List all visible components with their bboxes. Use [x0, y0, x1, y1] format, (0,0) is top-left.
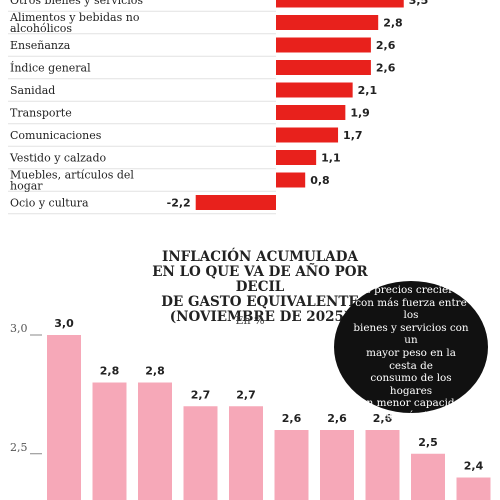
decile-value-label: 2,8 — [145, 365, 165, 378]
y-tick-label: 3,0 — [10, 322, 28, 335]
title-line-1: INFLACIÓN ACUMULADA — [162, 249, 358, 265]
category-bar — [195, 195, 276, 210]
category-label-line: hogar — [10, 180, 43, 193]
decile-bar — [229, 406, 263, 500]
decile-value-label: 2,6 — [282, 412, 302, 425]
category-label: Transporte — [10, 107, 72, 120]
decile-bar — [365, 430, 400, 500]
bar-value-label: -2,2 — [167, 197, 191, 210]
annotation-bubble: En 2025 los precios crecieron con más fu… — [334, 271, 488, 422]
bottom-chart-title: INFLACIÓN ACUMULADA EN LO QUE VA DE AÑO … — [140, 250, 380, 325]
category-bar — [276, 60, 371, 75]
category-label: Índice general — [10, 61, 91, 75]
title-line-3: DE GASTO EQUIVALENTE — [161, 294, 359, 310]
category-label: Ocio y cultura — [10, 197, 89, 210]
annotation-line-3: con más fuerza entre los — [355, 296, 467, 322]
category-bar — [276, 127, 339, 143]
unit-label: En % — [235, 314, 265, 327]
decile-value-label: 2,5 — [418, 436, 438, 449]
decile-value-label: 2,6 — [327, 412, 347, 425]
category-bar — [276, 82, 353, 98]
bar-value-label: 3,5 — [409, 0, 429, 7]
annotation-line-8: económica — [382, 409, 440, 422]
bar-value-label: 2,6 — [376, 39, 396, 52]
bar-value-label: 2,6 — [376, 62, 396, 75]
bar-value-label: 2,8 — [383, 17, 403, 30]
category-label: Enseñanza — [10, 39, 71, 52]
decile-bar — [411, 453, 445, 500]
decile-value-label: 2,6 — [373, 412, 393, 425]
decile-value-label: 2,7 — [191, 388, 211, 401]
decile-value-label: 2,4 — [464, 460, 484, 473]
category-label: Alimentos y bebidas no alcohólicos — [9, 11, 140, 35]
category-label: Sanidad — [10, 84, 55, 97]
annotation-text: En 2025 los precios crecieron con más fu… — [351, 271, 471, 422]
category-label: Muebles, artículos del hogar — [10, 169, 134, 193]
bar-value-label: 2,1 — [358, 84, 378, 97]
y-tick-label: 2,5 — [10, 441, 28, 454]
bar-value-label: 1,1 — [321, 152, 341, 165]
decile-value-label: 2,8 — [100, 365, 120, 378]
title-line-2: EN LO QUE VA DE AÑO POR DECIL — [152, 264, 368, 295]
decile-bar — [47, 335, 81, 500]
category-bar — [276, 105, 346, 120]
decile-bar — [183, 406, 218, 500]
decile-value-label: 3,0 — [54, 318, 74, 330]
category-inflation-bar-chart: 3,5 Otros bienes y servicios 2,8 Alimentos … — [8, 0, 429, 215]
category-label: Comunicaciones — [10, 129, 102, 142]
category-bar — [276, 172, 306, 188]
annotation-line-5: mayor peso en la cesta de — [366, 347, 456, 372]
category-bar — [276, 150, 317, 165]
category-label: Vestido y calzado — [9, 152, 107, 165]
category-label-line: Alimentos y bebidas no — [9, 11, 140, 24]
decile-value-label: 2,7 — [236, 388, 256, 401]
decile-bar — [138, 382, 172, 500]
decile-bar — [320, 430, 354, 500]
title-line-4: (NOVIEMBRE DE 2025) — [169, 309, 351, 325]
category-bar — [276, 15, 379, 30]
category-label: Otros bienes y servicios — [10, 0, 143, 7]
category-bar — [276, 0, 404, 8]
annotation-line-7: con menor capacidad — [354, 397, 468, 410]
bar-value-label: 1,9 — [350, 107, 370, 120]
bar-value-label: 1,7 — [343, 129, 363, 142]
annotation-line-2: los precios crecieron — [355, 284, 467, 297]
category-label-line: alcohólicos — [10, 22, 72, 35]
annotation-line-6: consumo de los hogares — [370, 372, 452, 397]
decile-bar — [456, 477, 491, 500]
annotation-line-4: bienes y servicios con un — [353, 321, 469, 347]
decile-inflation-bar-chart: 3,0 2,5 3,0 2,8 2,8 2,7 2,7 2,6 2,6 2,6 2,5 2,4 — [10, 318, 491, 500]
decile-bar — [274, 430, 309, 500]
category-label-line: Muebles, artículos del — [10, 169, 134, 182]
bar-value-label: 0,8 — [310, 174, 330, 187]
category-bar — [276, 37, 371, 53]
annotation-line-1: En 2025 — [388, 271, 434, 284]
decile-bar — [92, 382, 127, 500]
